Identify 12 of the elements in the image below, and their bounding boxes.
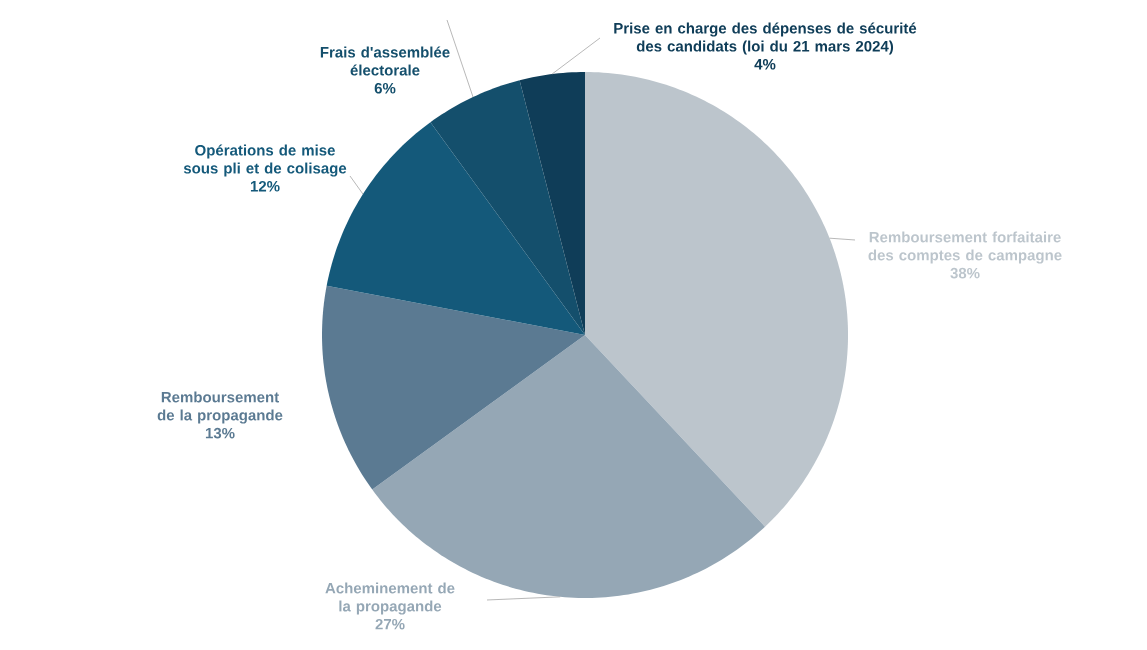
slice-label: Prise en charge des dépenses de sécurité des candidats (loi du 21 mars 2024) xyxy=(614,22,917,55)
slice-label: Frais d'assemblée électorale xyxy=(320,46,450,76)
slice-label: Opérations de mise sous pli et de colisage xyxy=(183,144,347,177)
slice-label: Remboursement forfaitaire des comptes de campagne xyxy=(868,231,1062,264)
data-label: 6% xyxy=(374,82,396,94)
slice-label: Acheminement de la propagande xyxy=(325,582,455,615)
data-label: 12% xyxy=(250,180,280,192)
data-label: 27% xyxy=(375,618,405,630)
data-label: 38% xyxy=(950,267,980,279)
data-label: 13% xyxy=(205,427,235,439)
data-label: 4% xyxy=(754,59,776,70)
slice-label: Remboursement de la propagande xyxy=(157,391,283,424)
